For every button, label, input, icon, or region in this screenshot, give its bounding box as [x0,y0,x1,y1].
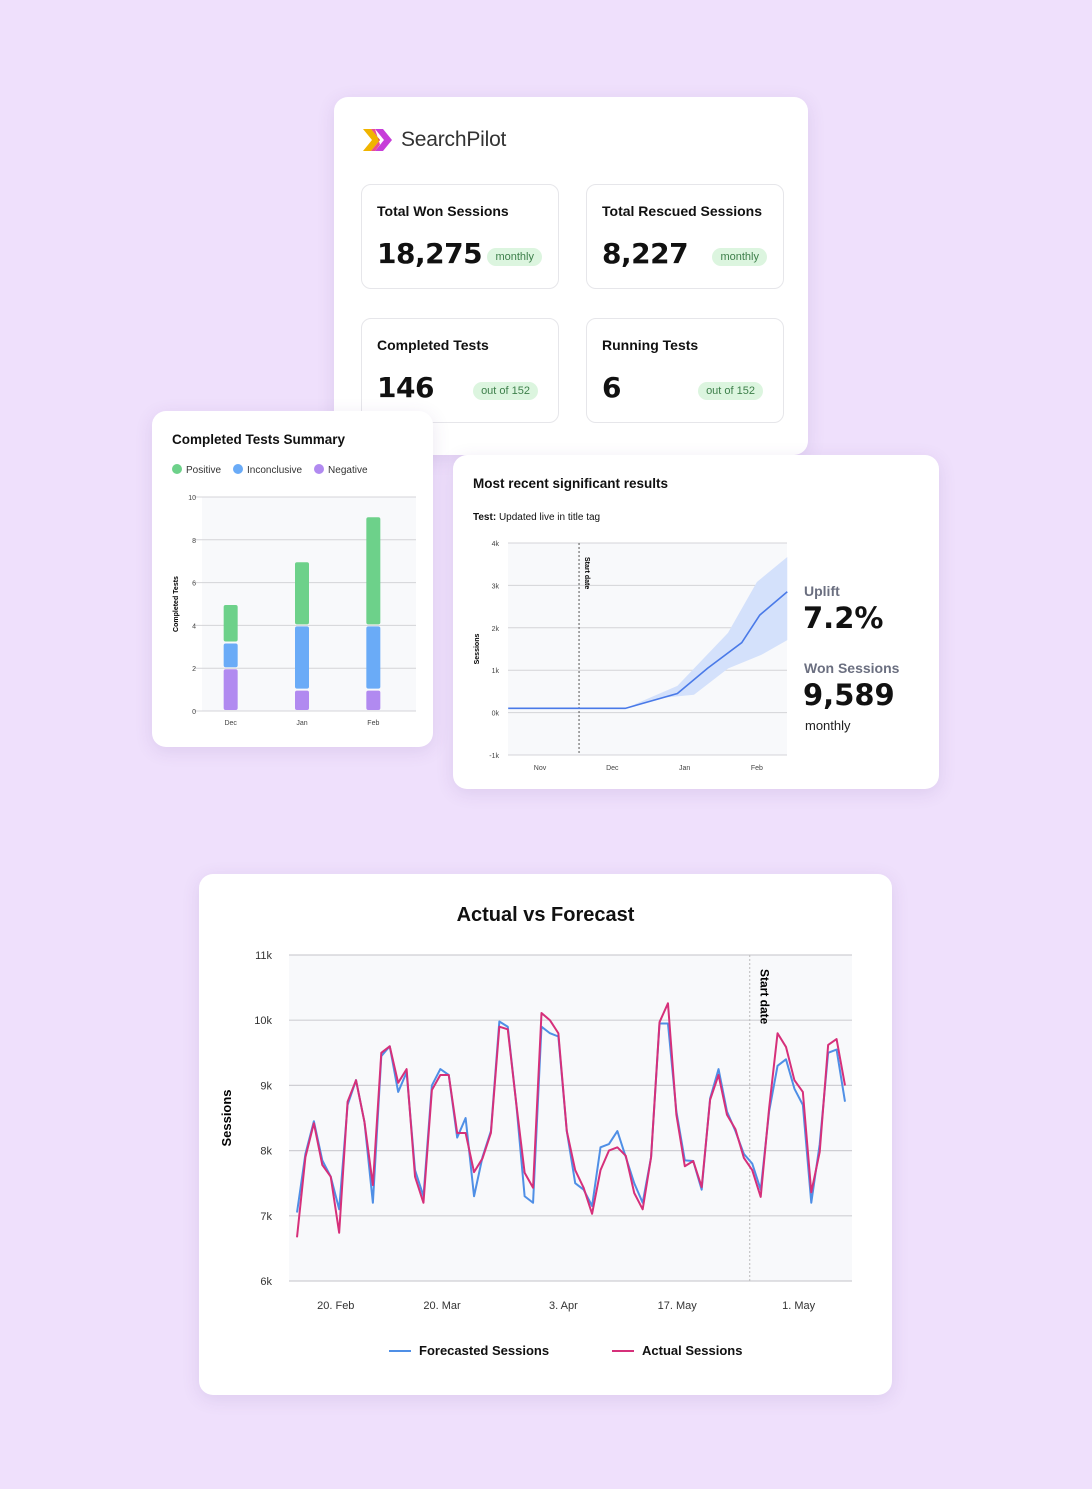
bar-positive [366,517,381,625]
y-tick-label: 10 [188,495,196,502]
sessions-line [508,591,788,710]
legend-negative: Negative [314,464,368,476]
stat-value: 6 [602,371,621,404]
legend-inconclusive: Inconclusive [233,464,302,476]
stat-badge: monthly [712,248,767,266]
x-tick-label: Feb [367,720,379,727]
actual-vs-forecast-card: Actual vs Forecast 6k 7k 8k 9k 10k 11k 20. Feb… [199,874,892,1395]
bar-inconclusive [223,643,238,668]
completed-tests-summary-card: Completed Tests Summary Positive Inconcl… [152,411,433,747]
stat-card-completed: Completed Tests 146 out of 152 [361,318,559,423]
won-sessions-value: 9,589 [803,678,895,712]
legend-actual: Actual Sessions [612,1343,742,1358]
x-tick-label: Jan [296,720,307,727]
y-tick-label: 7k [260,1211,272,1223]
x-tick-label: Dec [224,720,237,727]
bar-negative [366,690,381,710]
kpi-panel: SearchPilot Total Won Sessions 18,275 mont… [334,97,808,455]
bar-inconclusive [366,626,381,689]
legend-forecast: Forecasted Sessions [389,1343,549,1358]
y-tick-label: -1k [489,753,499,760]
y-axis-label: Sessions [474,634,481,665]
stat-card-won: Total Won Sessions 18,275 monthly [361,184,559,289]
legend-positive: Positive [172,464,221,476]
x-tick-label: 20. Mar [423,1300,461,1312]
stat-badge: monthly [487,248,542,266]
stat-title: Running Tests [602,337,699,353]
stat-title: Total Won Sessions [377,203,509,219]
legend: Positive Inconclusive Negative [172,464,368,476]
plot-area [289,955,852,1281]
stat-title: Total Rescued Sessions [602,203,763,219]
card-title: Completed Tests Summary [172,432,346,447]
searchpilot-logo: SearchPilot [361,127,506,153]
chevrons-logo-icon [363,129,392,151]
y-tick-label: 9k [260,1080,272,1092]
y-tick-label: 3k [492,583,500,590]
y-tick-label: 2k [492,626,500,633]
y-tick-label: 4k [492,541,500,548]
x-tick-label: Nov [534,765,547,772]
y-tick-label: 0k [492,711,500,718]
stat-value: 18,275 [377,237,483,270]
line-actual-sessions [296,1002,846,1238]
bar-inconclusive [295,626,309,689]
x-tick-label: 17. May [658,1300,698,1312]
y-axis-label: Completed Tests [173,576,180,632]
stat-value: 146 [377,371,434,404]
stat-badge: out of 152 [698,382,763,400]
y-tick-label: 8 [192,538,196,545]
y-tick-label: 1k [492,668,500,675]
test-description: Test: Updated live in title tag [473,512,601,523]
won-sessions-label: Won Sessions [804,660,900,676]
actual-vs-forecast-chart: 6k 7k 8k 9k 10k 11k 20. Feb 20. Mar 3. Apr 17. Ma… [219,950,852,1312]
won-sessions-period: monthly [805,718,851,733]
stat-badge: out of 152 [473,382,538,400]
recent-results-card: Most recent significant results Test: Up… [453,455,939,789]
card-title: Most recent significant results [473,476,669,491]
stat-card-rescued: Total Rescued Sessions 8,227 monthly [586,184,784,289]
y-tick-label: 4 [192,623,196,630]
x-tick-label: 1. May [782,1300,816,1312]
bar-positive [295,562,309,625]
brand-name: SearchPilot [401,128,507,151]
confidence-band [625,556,788,709]
stat-title: Completed Tests [377,337,489,353]
bar-negative [223,669,238,710]
y-tick-label: 0 [192,709,196,716]
chart-title: Actual vs Forecast [456,904,635,926]
uplift-line-chart: -1k 0k 1k 2k 3k 4k Nov Dec Jan Feb Sessions Start d… [474,541,788,772]
x-tick-label: Jan [679,765,690,772]
y-tick-label: 11k [255,950,272,962]
y-tick-label: 2 [192,666,196,673]
bar-negative [295,690,309,710]
x-tick-label: 3. Apr [549,1300,578,1312]
y-axis-label: Sessions [219,1089,234,1146]
start-date-label: Start date [583,557,590,589]
x-tick-label: Dec [606,765,619,772]
start-date-label: Start date [758,969,772,1025]
y-tick-label: 6 [192,581,196,588]
y-tick-label: 6k [260,1276,272,1288]
y-tick-label: 8k [260,1146,272,1158]
stat-value: 8,227 [602,237,689,270]
x-tick-label: 20. Feb [317,1300,354,1312]
uplift-value: 7.2% [803,601,884,635]
x-tick-label: Feb [751,765,763,772]
stacked-bar-chart: 0 2 4 6 8 10 Completed Tests Dec Jan Feb [173,495,416,727]
stat-card-running: Running Tests 6 out of 152 [586,318,784,423]
uplift-label: Uplift [804,583,840,599]
y-tick-label: 10k [254,1015,272,1027]
bar-positive [223,605,238,642]
